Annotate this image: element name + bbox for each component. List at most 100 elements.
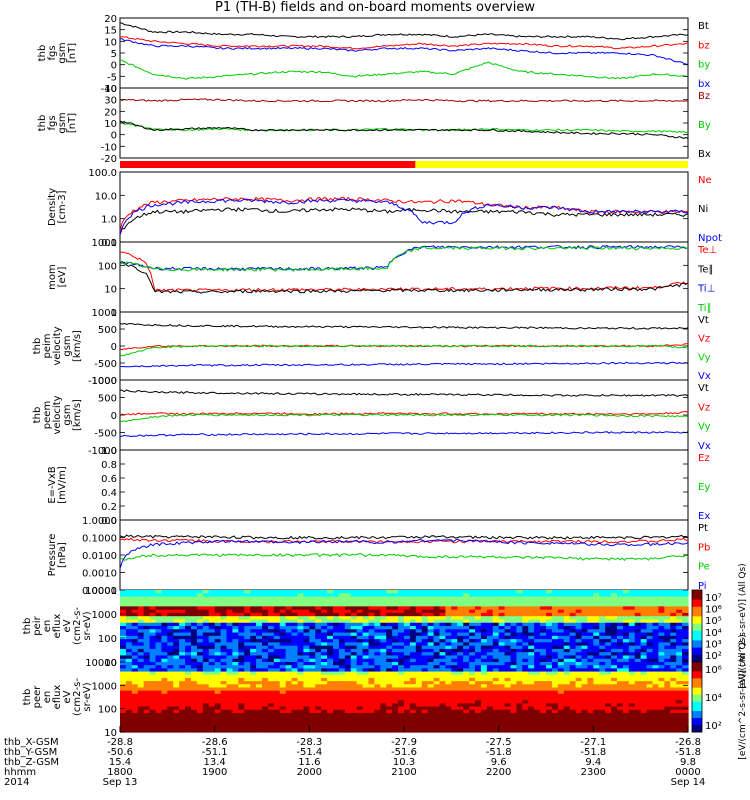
spectrogram-cell (179, 599, 186, 604)
colorbar-tick-label: 10⁴ (705, 693, 722, 704)
spectrogram-cell (475, 652, 482, 657)
spectrogram-cell (587, 703, 594, 708)
spectrogram-cell (374, 645, 381, 650)
spectrogram-cell (593, 619, 600, 624)
spectrogram-cell (676, 681, 683, 685)
spectrogram-cell (185, 619, 192, 624)
spectrogram-cell (232, 722, 239, 727)
spectrogram-cell (297, 632, 305, 637)
spectrogram-cell (191, 719, 198, 724)
spectrogram-cell (374, 681, 381, 685)
spectrogram-cell (457, 665, 464, 669)
spectrogram-cell (575, 642, 583, 647)
spectrogram-cell (338, 648, 346, 653)
spectrogram-cell (120, 626, 127, 630)
spectrogram-cell (528, 703, 535, 708)
colorbar-segment (692, 594, 702, 598)
spectrogram-cell (238, 725, 245, 730)
spectrogram-cell (297, 590, 305, 594)
y-tick-label: 100 (98, 634, 117, 645)
spectrogram-cell (551, 674, 559, 679)
spectrogram-cell (161, 722, 168, 727)
spectrogram-cell (569, 693, 577, 698)
spectrogram-cell (238, 706, 245, 711)
spectrogram-cell (439, 687, 447, 692)
spectrogram-cell (173, 677, 180, 682)
spectrogram-cell (409, 632, 417, 637)
spectrogram-cell (563, 655, 571, 660)
spectrogram-cell (587, 722, 594, 727)
spectrogram-cell (640, 697, 648, 701)
spectrogram-cell (593, 674, 600, 679)
spectrogram-cell (546, 612, 553, 617)
spectrogram-cell (338, 719, 346, 724)
spectrogram-cell (486, 652, 494, 657)
spectrogram-cell (232, 606, 239, 611)
spectrogram-cell (291, 655, 299, 660)
spectrogram-cell (439, 642, 447, 647)
spectrogram-cell (309, 612, 316, 617)
spectrogram-cell (581, 606, 589, 611)
spectrogram-cell (374, 674, 381, 679)
spectrogram-cell (202, 716, 210, 720)
spectrogram-cell (498, 639, 506, 643)
spectrogram-cell (611, 690, 618, 695)
spectrogram-cell (676, 671, 683, 676)
y-axis-label: gsm (57, 112, 68, 133)
spectrogram-cell (557, 700, 565, 704)
spectrogram-cell (540, 632, 547, 637)
spectrogram-cell (149, 590, 157, 594)
spectrogram-cell (315, 609, 322, 614)
spectrogram-cell (220, 677, 228, 682)
spectrogram-cell (486, 606, 494, 611)
spectrogram-cell (599, 690, 606, 695)
spectrogram-cell (380, 593, 387, 598)
spectrogram-cell (327, 677, 334, 682)
spectrogram-cell (404, 700, 411, 704)
spectrogram-cell (409, 703, 417, 708)
spectrogram-cell (380, 690, 387, 695)
colorbar-segment (692, 687, 702, 691)
y-tick-label: 1000 (92, 376, 117, 387)
spectrogram-cell (421, 728, 429, 733)
spectrogram-cell (137, 629, 145, 634)
spectrogram-cell (167, 712, 174, 717)
spectrogram-cell (214, 648, 222, 653)
spectrogram-cell (540, 700, 547, 704)
spectrogram-cell (540, 619, 547, 624)
spectrogram-cell (344, 703, 352, 708)
spectrogram-cell (173, 693, 180, 698)
spectrogram-cell (628, 665, 636, 669)
spectrogram-cell (120, 652, 127, 657)
spectrogram-cell (125, 671, 133, 676)
spectrogram-cell (398, 668, 405, 673)
spectrogram-cell (534, 599, 541, 604)
spectrogram-cell (131, 593, 139, 598)
spectrogram-cell (646, 719, 654, 724)
spectrogram-cell (196, 677, 204, 682)
spectrogram-cell (599, 609, 606, 614)
spectrogram-cell (622, 619, 630, 624)
spectrogram-cell (196, 693, 204, 698)
spectrogram-cell (640, 716, 648, 720)
spectrogram-cell (617, 593, 624, 598)
spectrogram-cell (185, 697, 192, 701)
spectrogram-cell (120, 632, 127, 637)
spectrogram-cell (551, 652, 559, 657)
spectrogram-cell (338, 599, 346, 604)
spectrogram-cell (445, 658, 452, 663)
spectrogram-cell (451, 599, 458, 604)
footer-value: -26.8 (675, 737, 701, 748)
spectrogram-cell (581, 722, 589, 727)
spectrogram-cell (238, 622, 245, 627)
spectrogram-cell (185, 725, 192, 730)
spectrogram-cell (327, 728, 334, 733)
spectrogram-cell (634, 648, 642, 653)
colorbar-segment (692, 706, 702, 710)
spectrogram-cell (179, 606, 186, 611)
spectrogram-cell (546, 626, 553, 630)
spectrogram-cell (285, 674, 293, 679)
spectrogram-cell (120, 655, 127, 660)
spectrogram-cell (640, 712, 648, 717)
spectrogram-cell (250, 684, 257, 689)
